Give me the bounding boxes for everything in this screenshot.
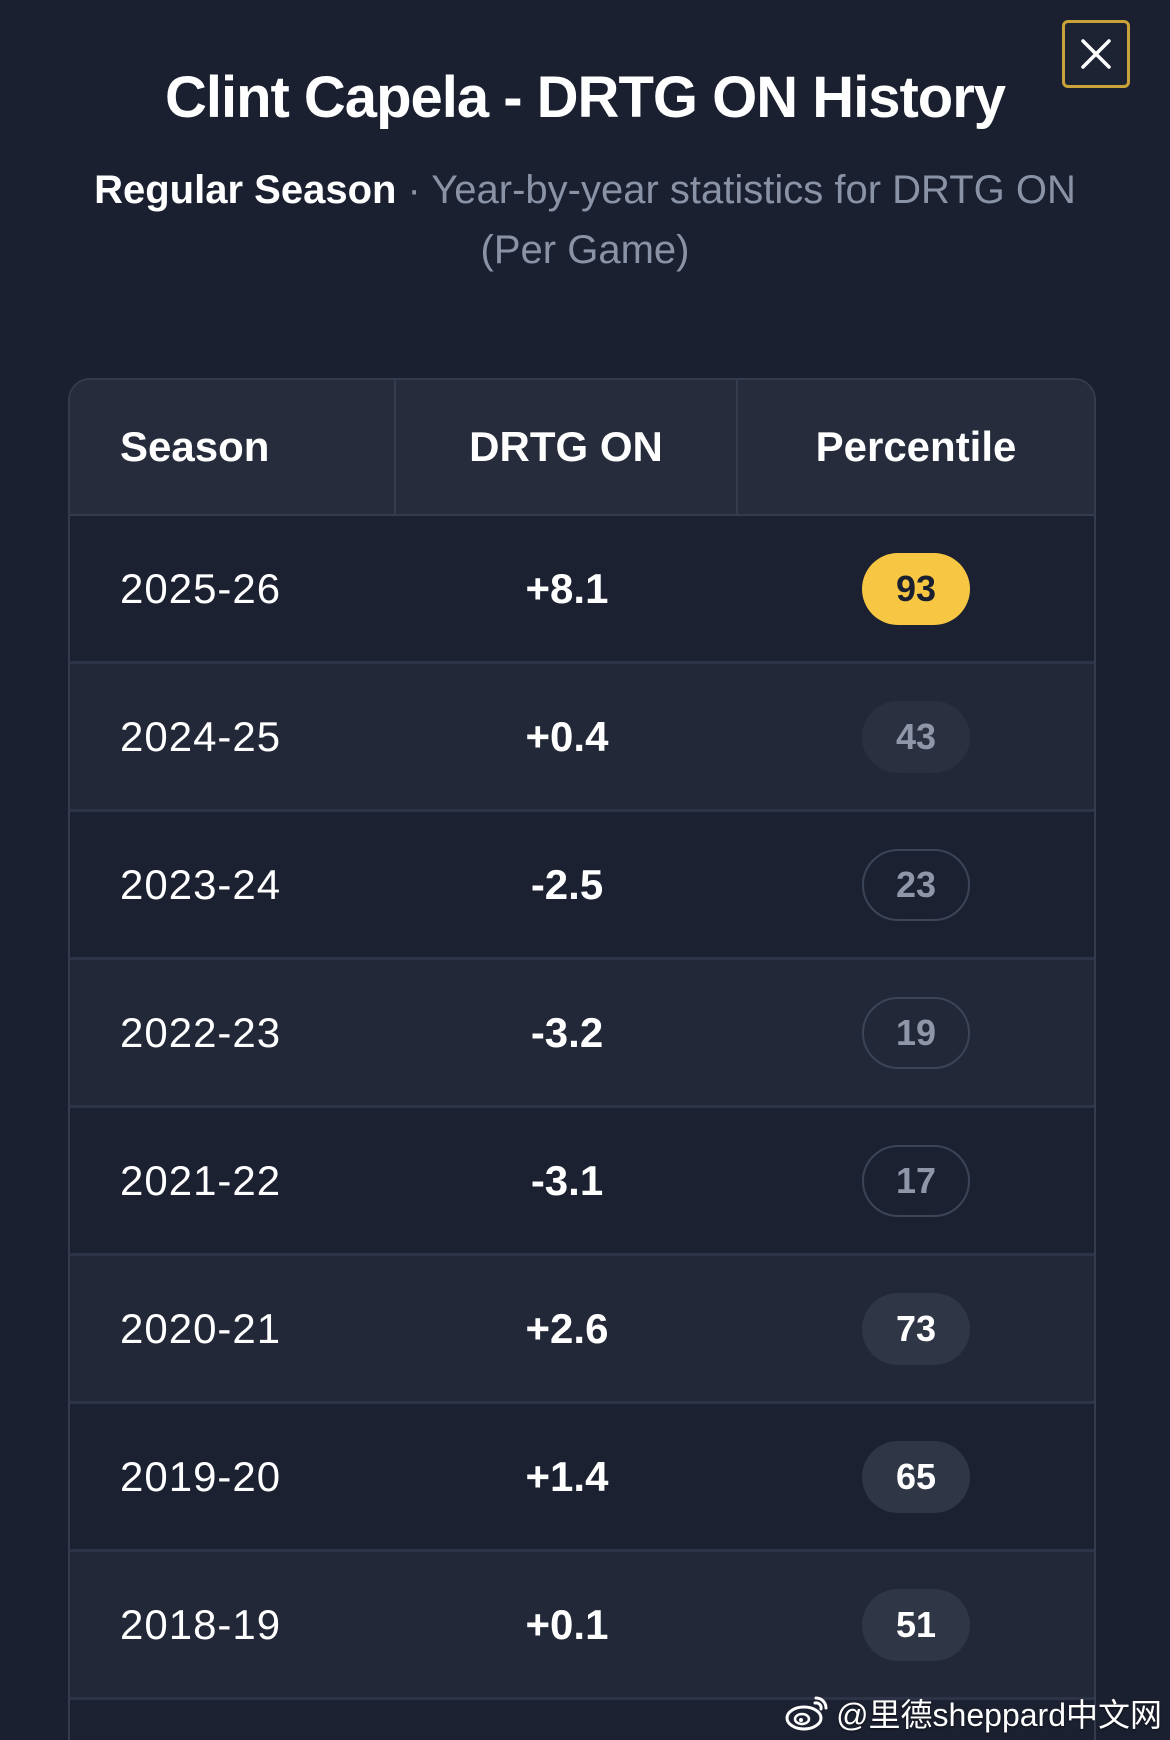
drtg-on-cell: +0.4 — [525, 712, 609, 760]
table-row[interactable]: 2024-25 +0.4 43 — [70, 664, 1094, 812]
table-body: 2025-26 +8.1 93 2024-25 +0.4 43 2023-24 -2.5 23 2… — [70, 516, 1094, 1700]
percentile-cell: 19 — [738, 960, 1094, 1105]
table-row[interactable]: 2022-23 -3.2 19 — [70, 960, 1094, 1108]
season-type-label: Regular Season — [94, 168, 397, 212]
percentile-badge: 43 — [862, 700, 970, 773]
season-cell: 2020-21 — [120, 1304, 282, 1352]
table-row[interactable]: 2018-19 +0.1 51 — [70, 1552, 1094, 1700]
percentile-cell: 17 — [738, 1108, 1094, 1253]
season-cell: 2018-19 — [120, 1600, 282, 1648]
table-row[interactable]: 2020-21 +2.6 73 — [70, 1256, 1094, 1404]
percentile-cell: 93 — [738, 516, 1094, 661]
header-season[interactable]: Season — [70, 380, 396, 514]
close-button[interactable] — [1062, 20, 1130, 88]
drtg-on-cell: -3.2 — [530, 1008, 604, 1056]
table-header: Season DRTG ON Percentile — [70, 380, 1094, 516]
percentile-cell: 43 — [738, 664, 1094, 809]
percentile-badge: 51 — [862, 1588, 970, 1661]
percentile-badge: 65 — [862, 1440, 970, 1513]
percentile-cell: 23 — [738, 812, 1094, 957]
table-row[interactable]: 2021-22 -3.1 17 — [70, 1108, 1094, 1256]
table-row[interactable]: 2023-24 -2.5 23 — [70, 812, 1094, 960]
percentile-badge: 93 — [862, 552, 970, 625]
modal-subtitle: Regular Season · Year-by-year statistics… — [80, 160, 1090, 280]
percentile-badge: 73 — [862, 1292, 970, 1365]
season-cell: 2022-23 — [120, 1008, 282, 1056]
header-drtg-on[interactable]: DRTG ON — [396, 380, 738, 514]
subtitle-separator: · — [396, 168, 432, 212]
season-cell: 2021-22 — [120, 1156, 282, 1204]
percentile-cell: 73 — [738, 1256, 1094, 1401]
weibo-icon — [785, 1696, 828, 1731]
season-cell: 2023-24 — [120, 860, 282, 908]
percentile-badge: 23 — [862, 848, 970, 921]
close-icon — [1081, 39, 1111, 69]
subtitle-description: Year-by-year statistics for DRTG ON (Per… — [431, 168, 1076, 272]
drtg-on-cell: +2.6 — [525, 1304, 609, 1352]
season-cell: 2025-26 — [120, 564, 282, 612]
watermark: @里德sheppard中文网 — [784, 1690, 1162, 1736]
table-row[interactable]: 2019-20 +1.4 65 — [70, 1404, 1094, 1552]
season-cell: 2024-25 — [120, 712, 282, 760]
drtg-on-cell: -2.5 — [530, 860, 604, 908]
season-cell: 2019-20 — [120, 1452, 282, 1500]
header-percentile[interactable]: Percentile — [815, 423, 1017, 470]
modal-title: Clint Capela - DRTG ON History — [164, 65, 1006, 130]
percentile-badge: 19 — [862, 996, 970, 1069]
percentile-badge: 17 — [862, 1144, 970, 1217]
drtg-on-cell: -3.1 — [530, 1156, 604, 1204]
watermark-text: @里德sheppard中文网 — [836, 1697, 1162, 1733]
drtg-on-cell: +1.4 — [525, 1452, 609, 1500]
percentile-cell: 51 — [738, 1552, 1094, 1697]
history-table: Season DRTG ON Percentile 2025-26 +8.1 93 2… — [68, 378, 1096, 1740]
drtg-on-cell: +0.1 — [525, 1600, 609, 1648]
drtg-on-cell: +8.1 — [525, 564, 609, 612]
table-row[interactable]: 2025-26 +8.1 93 — [70, 516, 1094, 664]
percentile-cell: 65 — [738, 1404, 1094, 1549]
